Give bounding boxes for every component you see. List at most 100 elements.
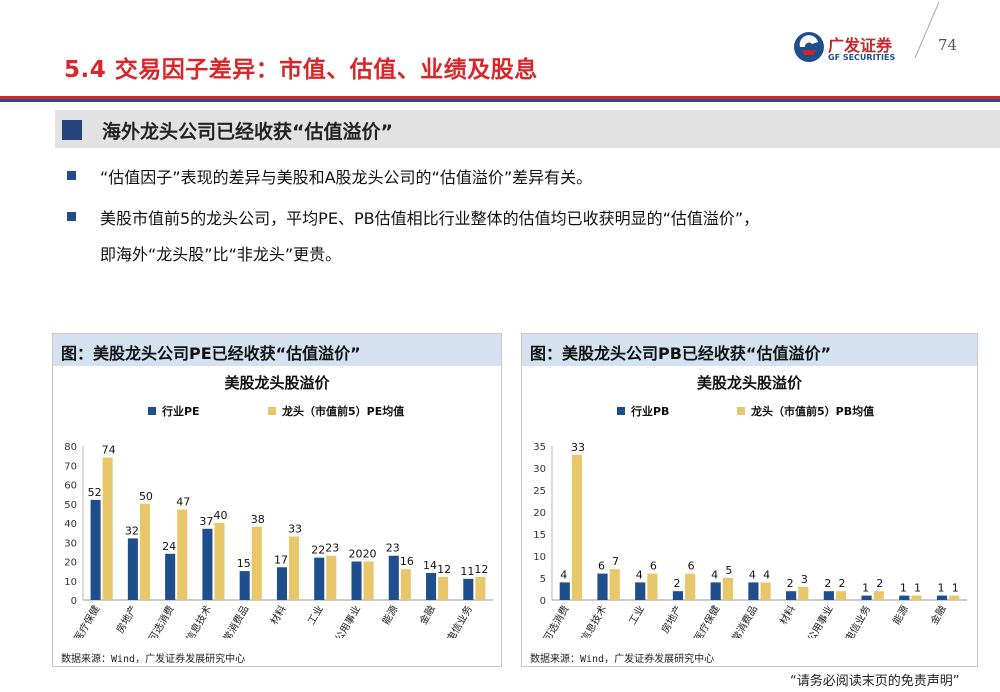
bar — [276, 567, 287, 600]
data-source: 数据来源：Wind，广发证券发展研究中心 — [61, 654, 246, 665]
data-label: 6 — [688, 560, 695, 573]
bar — [251, 526, 262, 600]
data-label: 11 — [460, 565, 474, 578]
bullet-text: 美股市值前5的龙头公司，平均PE、PB估值相比行业整体的估值均已收获明显的“估值… — [100, 209, 760, 228]
x-tick-label: 信息技术 — [578, 603, 609, 638]
bar — [873, 591, 884, 600]
x-tick-label: 公用事业 — [804, 603, 835, 638]
data-label: 4 — [560, 568, 567, 581]
bar — [202, 528, 213, 600]
y-tick-label: 80 — [64, 442, 77, 453]
x-tick-label: 金融 — [416, 603, 437, 627]
data-label: 2 — [839, 577, 846, 590]
bullet-text: 即海外“龙头股”比“非龙头”更贵。 — [100, 245, 342, 264]
y-tick-label: 70 — [64, 461, 77, 472]
panel-heading: 图：美股龙头公司PE已经收获“估值溢价” — [53, 334, 501, 366]
bar — [835, 591, 847, 600]
data-label: 32 — [125, 524, 139, 537]
bar — [936, 595, 948, 600]
data-label: 40 — [213, 509, 227, 522]
data-label: 33 — [288, 522, 302, 535]
data-label: 1 — [862, 582, 869, 595]
legend-label: 龙头（市值前5）PB均值 — [750, 404, 874, 418]
bar — [177, 509, 188, 600]
subheading-marker — [62, 120, 82, 140]
bar — [388, 555, 399, 600]
bar — [786, 591, 797, 600]
bar — [400, 569, 411, 600]
bar — [326, 555, 337, 600]
bar — [609, 569, 620, 600]
x-tick-label: 医疗保健 — [71, 603, 102, 638]
data-label: 74 — [102, 444, 116, 457]
x-tick-label: 能源 — [379, 603, 400, 627]
bar — [597, 573, 608, 600]
data-label: 3 — [801, 573, 808, 586]
data-label: 1 — [952, 582, 959, 595]
bullet-marker — [67, 171, 76, 180]
bar — [571, 454, 583, 600]
bar — [214, 523, 225, 600]
bar — [899, 595, 910, 600]
legend-label: 龙头（市值前5）PE均值 — [281, 404, 404, 418]
slide-title: 5.4 交易因子差异：市值、估值、业绩及股息 — [64, 57, 538, 83]
x-tick-label: 可选消费 — [146, 603, 177, 638]
data-label: 23 — [386, 542, 400, 555]
x-tick-label: 电信业务 — [842, 603, 873, 638]
data-label: 16 — [400, 555, 414, 568]
data-label: 12 — [474, 563, 488, 576]
header-rule-blue — [0, 99, 1000, 102]
bar — [165, 553, 176, 600]
bullet-marker — [67, 212, 76, 221]
data-label: 23 — [325, 542, 339, 555]
bar — [314, 557, 325, 600]
data-label: 1 — [900, 582, 907, 595]
logo-english-name: GF SECURITIES — [828, 53, 896, 62]
y-tick-label: 25 — [533, 486, 546, 497]
data-label: 14 — [423, 559, 437, 572]
data-label: 2 — [824, 577, 831, 590]
bar — [647, 573, 658, 600]
x-tick-label: 房地产 — [113, 603, 139, 635]
data-label: 2 — [876, 577, 883, 590]
y-tick-label: 50 — [64, 500, 77, 511]
data-label: 4 — [763, 568, 770, 581]
data-label: 20 — [363, 548, 377, 561]
y-tick-label: 35 — [533, 442, 546, 453]
x-tick-label: 房地产 — [658, 603, 684, 635]
y-tick-label: 10 — [533, 552, 546, 563]
bar — [363, 561, 374, 600]
company-logo: 广发证券 GF SECURITIES — [792, 30, 904, 68]
bar — [710, 582, 721, 600]
data-label: 33 — [571, 441, 585, 454]
data-label: 12 — [437, 563, 451, 576]
bar — [289, 536, 300, 600]
x-tick-label: 日常消费品 — [724, 603, 760, 638]
data-label: 5 — [725, 564, 732, 577]
gf-logo-icon — [794, 32, 824, 62]
data-label: 15 — [237, 557, 251, 570]
bar — [463, 578, 474, 600]
legend-swatch — [268, 407, 276, 415]
data-label: 47 — [176, 496, 190, 509]
chart-panel-pe: 图：美股龙头公司PE已经收获“估值溢价” 美股龙头股溢价 行业PE 龙头（市值前5）… — [52, 333, 502, 667]
subheading-bar — [55, 110, 1000, 148]
data-label: 37 — [199, 515, 213, 528]
bar — [239, 571, 250, 600]
y-tick-label: 0 — [540, 596, 546, 607]
data-label: 4 — [711, 568, 718, 581]
chart-title: 美股龙头股溢价 — [224, 374, 330, 392]
panel-heading-text: 图：美股龙头公司PB已经收获“估值溢价” — [530, 344, 831, 363]
x-tick-label: 工业 — [627, 604, 647, 627]
bar — [90, 499, 101, 600]
bar — [351, 561, 362, 600]
x-tick-label: 医疗保健 — [691, 603, 722, 638]
subheading: 海外龙头公司已经收获“估值溢价” — [102, 121, 393, 143]
logo-chinese-name: 广发证券 — [828, 36, 893, 55]
x-tick-label: 金融 — [927, 603, 948, 627]
data-label: 4 — [636, 568, 643, 581]
data-label: 4 — [749, 568, 756, 581]
data-label: 2 — [673, 577, 680, 590]
x-tick-label: 材料 — [777, 603, 798, 627]
